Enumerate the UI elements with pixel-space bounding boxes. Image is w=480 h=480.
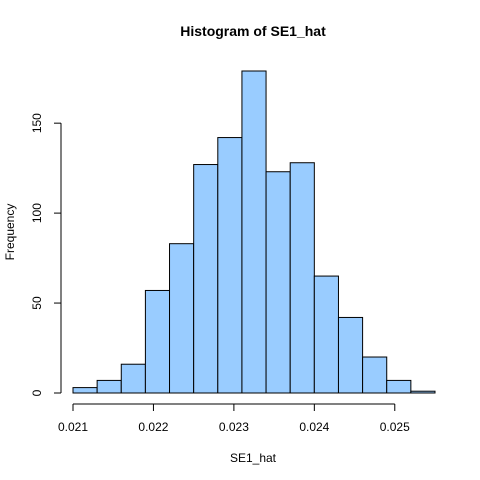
histogram-bar — [362, 356, 388, 394]
y-tick-label: 0 — [30, 389, 44, 396]
histogram-bar — [120, 363, 146, 394]
y-axis-label: Frequency — [3, 204, 17, 261]
histogram-bar — [386, 379, 412, 394]
histogram-bar — [337, 316, 364, 394]
x-tick-label: 0.023 — [219, 420, 249, 434]
y-tick-label: 150 — [30, 113, 44, 133]
histogram-bar — [144, 289, 171, 394]
x-tick-label: 0.021 — [58, 420, 88, 434]
histogram-bar — [217, 137, 243, 394]
y-axis: 0 50 100 150 — [30, 113, 62, 396]
chart-title: Histogram of SE1_hat — [180, 23, 326, 39]
histogram-bar — [169, 243, 195, 394]
histogram-bar — [410, 390, 436, 394]
histogram-bar — [193, 164, 219, 394]
x-axis-label: SE1_hat — [230, 451, 277, 465]
x-tick-label: 0.025 — [380, 420, 410, 434]
x-tick-label: 0.022 — [138, 420, 168, 434]
histogram-bar — [241, 70, 267, 394]
histogram-bar — [289, 162, 315, 394]
x-axis: 0.021 0.022 0.023 0.024 0.025 — [58, 403, 410, 434]
bars-group — [72, 70, 436, 394]
y-tick-label: 100 — [30, 203, 44, 223]
x-tick-label: 0.024 — [299, 420, 329, 434]
histogram-bar — [96, 379, 122, 394]
histogram-bar — [265, 171, 291, 394]
histogram-bar — [72, 387, 98, 394]
y-tick-label: 50 — [30, 296, 44, 310]
histogram-bar — [313, 275, 339, 394]
